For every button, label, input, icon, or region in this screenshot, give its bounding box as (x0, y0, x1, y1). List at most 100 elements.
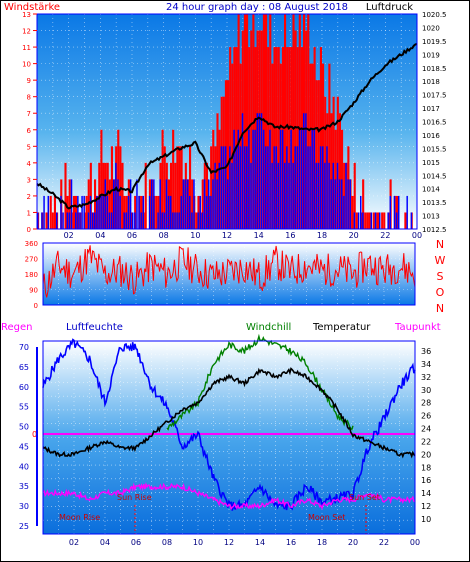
wind-bar (330, 113, 333, 229)
gust-bar (197, 212, 199, 229)
direction-degree-tick: 0 (34, 302, 38, 310)
wind-bar (364, 212, 367, 229)
gust-bar (326, 146, 328, 229)
gust-bar (374, 212, 377, 229)
gust-bar (265, 146, 267, 229)
gust-bar (345, 162, 347, 229)
gust-bar (91, 212, 94, 229)
gust-bar (254, 129, 256, 229)
gust-bar (315, 162, 318, 229)
gust-bar (191, 212, 193, 229)
gust-bar (332, 162, 335, 229)
humidity-tick: 50 (19, 423, 29, 432)
wind-bar (338, 113, 341, 229)
wind-bar (49, 195, 52, 229)
gust-bar (214, 162, 216, 229)
gust-bar (176, 212, 178, 229)
wind-bar (51, 212, 54, 229)
humidity-axis: 25 30 35 40 45 50 55 60 65 70 (19, 343, 38, 531)
x-tick-label: 12 (222, 231, 232, 240)
gust-bar (151, 179, 153, 229)
pressure-scale-tick: 1016 (422, 132, 440, 140)
wind-scale-tick: 9 (27, 77, 31, 85)
gust-bar (208, 179, 210, 229)
moon-rise-label: Moon Rise (59, 513, 100, 522)
compass-letter: N (436, 238, 444, 251)
temperature-tick: 32 (421, 373, 431, 382)
wind-bar (366, 212, 369, 229)
wind-bar (368, 212, 371, 229)
gust-bar (89, 195, 92, 229)
gust-bar (227, 179, 229, 229)
wind-bar (174, 162, 177, 229)
direction-degree-tick: 90 (29, 287, 38, 295)
gust-bar (341, 179, 343, 229)
gust-bar (79, 212, 81, 229)
gust-bar (311, 129, 313, 229)
gust-bar (201, 212, 204, 229)
wind-bar (68, 179, 71, 229)
x-tick-label: 12 (224, 538, 234, 547)
gust-bar (142, 195, 145, 229)
wind-bar (100, 129, 103, 229)
gust-bar (117, 179, 119, 229)
gust-bar (134, 212, 136, 229)
gust-bar (110, 212, 113, 229)
gust-bar (81, 195, 83, 229)
wind-bar (110, 146, 113, 229)
gust-bar (189, 195, 191, 229)
gust-bar (203, 179, 206, 229)
wind-bar (72, 195, 75, 229)
gust-bar (260, 113, 263, 229)
taupunkt-label: Taupunkt (394, 322, 441, 333)
gust-bar (41, 212, 43, 229)
gust-bar (37, 212, 39, 229)
gust-bar (243, 146, 246, 229)
gust-bar (170, 195, 172, 229)
x-tick-label: 18 (317, 231, 327, 240)
gust-bars (37, 113, 413, 229)
humidity-tick: 25 (19, 522, 29, 531)
wind-scale-tick: 3 (27, 176, 31, 184)
x-tick-label: 16 (285, 231, 295, 240)
gust-bar (157, 212, 159, 229)
wind-bar (351, 195, 354, 229)
x-tick-label: 02 (64, 231, 74, 240)
wind-scale-tick: 6 (27, 127, 32, 135)
gust-bar (178, 212, 180, 229)
gust-bar (275, 146, 278, 229)
temperature-tick: 28 (421, 399, 431, 408)
pressure-scale-axis: 1012.5 1013 1013.5 1014 1014.5 1015 1015.5 1016… (422, 11, 447, 234)
gust-bar (370, 212, 373, 229)
gust-bar (102, 195, 104, 229)
wind-bar (307, 14, 310, 229)
wind-bar (328, 63, 331, 229)
gust-bar (292, 162, 294, 229)
wind-bar (298, 14, 301, 229)
gust-bar (246, 146, 248, 229)
gust-bar (161, 212, 164, 229)
gust-bar (379, 212, 381, 229)
gust-bar (349, 179, 351, 229)
wind-bar (64, 162, 67, 229)
temperatur-label: Temperatur (312, 322, 371, 333)
gust-bar (129, 179, 132, 229)
wind-bar (381, 212, 384, 229)
compass-letter: S (437, 270, 444, 283)
wind-scale-tick: 7 (27, 110, 31, 118)
gust-bar (273, 146, 275, 229)
gust-bar (224, 146, 227, 229)
gust-bar (330, 179, 332, 229)
temp-time-axis: 02 04 06 08 10 12 14 16 18 20 22 00 (69, 538, 420, 547)
gust-bar (357, 212, 360, 229)
gust-bar (279, 129, 282, 229)
gust-bar (138, 195, 140, 229)
gust-bar (212, 179, 214, 229)
x-tick-label: 00 (412, 231, 422, 240)
humidity-tick: 60 (19, 383, 29, 392)
wind-bar (250, 30, 253, 229)
x-tick-label: 06 (127, 231, 137, 240)
